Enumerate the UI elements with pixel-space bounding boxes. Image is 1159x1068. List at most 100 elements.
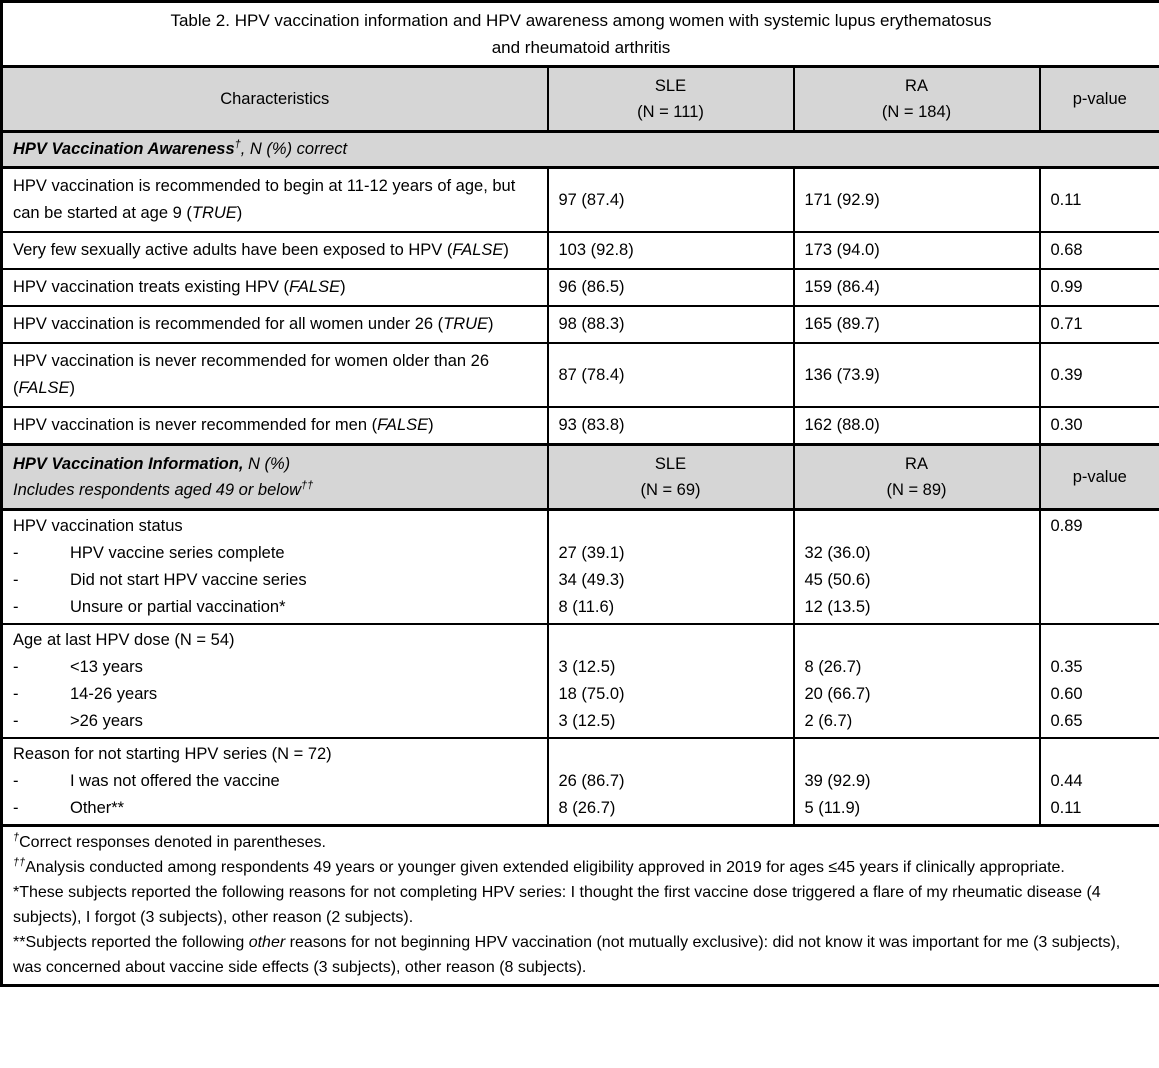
row-label-cell: HPV vaccination is never recommended for… <box>0 406 549 446</box>
group-row-age-at-last-dose: Age at last HPV dose (N = 54) - <13 years… <box>0 623 1159 739</box>
ra-value: 162 (88.0) <box>792 406 1041 446</box>
group-item-label: HPV vaccine series complete <box>70 544 285 562</box>
p-value: 0.99 <box>1038 268 1159 307</box>
col-header-ra-label: RA <box>905 77 928 95</box>
p-value: 0.44 <box>1050 772 1083 790</box>
ra-cell: 39 (92.9) 5 (11.9) <box>792 737 1041 827</box>
dash-bullet: - <box>13 685 19 703</box>
col-header-characteristics: Characteristics <box>0 65 549 133</box>
group-item-label: Other** <box>70 799 125 817</box>
p-value: 0.39 <box>1038 342 1159 408</box>
group-item-label: I was not offered the vaccine <box>70 772 280 790</box>
group-item: - HPV vaccine series complete <box>13 540 537 567</box>
double-dagger-superscript: †† <box>301 479 314 492</box>
ra-value: 136 (73.9) <box>792 342 1041 408</box>
section-awareness-subtitle: , N (%) correct <box>240 140 348 158</box>
sle-value: 98 (88.3) <box>546 305 795 344</box>
footnotes: †Correct responses denoted in parenthese… <box>0 824 1159 987</box>
p-value-cell: 0.44 0.11 <box>1038 737 1159 827</box>
footnotes-row: †Correct responses denoted in parenthese… <box>0 824 1159 987</box>
ra-value: 12 (13.5) <box>804 598 871 616</box>
p-value-cell: 0.89 <box>1038 508 1159 625</box>
group-item: - <13 years <box>13 654 537 681</box>
sle-value: 103 (92.8) <box>546 231 795 270</box>
p-value: 0.11 <box>1050 799 1082 817</box>
sle-cell: 26 (86.7) 8 (26.7) <box>546 737 795 827</box>
p-value-cell: 0.35 0.60 0.65 <box>1038 623 1159 739</box>
sle-value: 34 (49.3) <box>558 571 625 589</box>
footnote-4: **Subjects reported the following other … <box>13 934 1121 976</box>
group-item-label: Did not start HPV vaccine series <box>70 571 307 589</box>
group-item: - Other** <box>13 795 537 822</box>
col-header-sle-info-n: (N = 69) <box>640 481 701 499</box>
footnote-2: ††Analysis conducted among respondents 4… <box>13 856 1065 876</box>
ra-value: 5 (11.9) <box>804 799 861 817</box>
sle-value: 96 (86.5) <box>546 268 795 307</box>
sle-value: 87 (78.4) <box>546 342 795 408</box>
dash-bullet: - <box>13 571 19 589</box>
row-label-cell: HPV vaccination treats existing HPV (FAL… <box>0 268 549 307</box>
col-header-sle-label: SLE <box>654 77 687 95</box>
table-row-awareness-4: HPV vaccination is recommended for all w… <box>0 305 1159 344</box>
p-value: 0.60 <box>1050 685 1083 703</box>
group-label: Age at last HPV dose (N = 54) <box>13 631 235 649</box>
p-value: 0.71 <box>1038 305 1159 344</box>
sle-value: 8 (11.6) <box>558 598 615 616</box>
table-row-awareness-1: HPV vaccination is recommended to begin … <box>0 166 1159 233</box>
true-false-marker: FALSE <box>18 379 70 397</box>
dash-bullet: - <box>13 598 19 616</box>
sle-value: 3 (12.5) <box>558 712 616 730</box>
true-false-marker: TRUE <box>191 204 237 222</box>
row-label-cell: HPV vaccination is never recommended for… <box>0 342 549 408</box>
dash-bullet: - <box>13 658 19 676</box>
group-label-cell: Reason for not starting HPV series (N = … <box>0 737 549 827</box>
section-awareness-header: HPV Vaccination Awareness†, N (%) correc… <box>0 130 1159 169</box>
table-row-awareness-6: HPV vaccination is never recommended for… <box>0 406 1159 446</box>
ra-cell: 32 (36.0) 45 (50.6) 12 (13.5) <box>792 508 1041 625</box>
group-row-reason-not-starting: Reason for not starting HPV series (N = … <box>0 737 1159 827</box>
true-false-marker: FALSE <box>452 241 504 259</box>
group-item-label: >26 years <box>70 712 143 730</box>
p-value: 0.35 <box>1050 658 1083 676</box>
col-header-ra-n: (N = 184) <box>881 103 952 121</box>
ra-value: 20 (66.7) <box>804 685 871 703</box>
sle-value: 18 (75.0) <box>558 685 625 703</box>
p-value: 0.65 <box>1050 712 1083 730</box>
section-information-subtitle: N (%) <box>243 455 291 473</box>
group-item: - 14-26 years <box>13 681 537 708</box>
table-title-line2: and rheumatoid arthritis <box>491 38 671 57</box>
col-header-p-value-info: p-value <box>1038 443 1159 511</box>
dash-bullet: - <box>13 544 19 562</box>
p-value: 0.11 <box>1038 166 1159 233</box>
ra-value: 173 (94.0) <box>792 231 1041 270</box>
group-row-vaccination-status: HPV vaccination status - HPV vaccine seri… <box>0 508 1159 625</box>
hpv-vaccination-table: Table 2. HPV vaccination information and… <box>0 0 1159 987</box>
section-information-header-row: HPV Vaccination Information, N (%) Inclu… <box>0 443 1159 511</box>
ra-value: 8 (26.7) <box>804 658 862 676</box>
section-awareness-title: HPV Vaccination Awareness <box>13 140 235 158</box>
sle-cell: 27 (39.1) 34 (49.3) 8 (11.6) <box>546 508 795 625</box>
true-false-marker: FALSE <box>377 416 429 434</box>
col-header-sle-n: (N = 111) <box>637 103 704 121</box>
col-header-ra-info-n: (N = 89) <box>886 481 947 499</box>
section-information-line2: Includes respondents aged 49 or below <box>13 481 302 499</box>
group-item: - Unsure or partial vaccination* <box>13 594 537 621</box>
table-title-row: Table 2. HPV vaccination information and… <box>0 0 1159 68</box>
sle-value: 3 (12.5) <box>558 658 616 676</box>
group-label: Reason for not starting HPV series (N = … <box>13 745 332 763</box>
col-header-ra-info-label: RA <box>905 455 928 473</box>
ra-value: 32 (36.0) <box>804 544 871 562</box>
dagger-superscript: † <box>234 138 241 151</box>
table-title-line1: Table 2. HPV vaccination information and… <box>170 11 992 30</box>
row-label-cell: HPV vaccination is recommended for all w… <box>0 305 549 344</box>
table-title: Table 2. HPV vaccination information and… <box>0 0 1159 68</box>
row-label-cell: Very few sexually active adults have bee… <box>0 231 549 270</box>
dash-bullet: - <box>13 712 19 730</box>
group-item-label: <13 years <box>70 658 143 676</box>
footnote-3: *These subjects reported the following r… <box>13 884 1101 926</box>
sle-value: 26 (86.7) <box>558 772 625 790</box>
group-label: HPV vaccination status <box>13 517 183 535</box>
true-false-marker: TRUE <box>443 315 489 333</box>
group-label-cell: HPV vaccination status - HPV vaccine seri… <box>0 508 549 625</box>
section-information-title: HPV Vaccination Information, <box>13 455 244 473</box>
